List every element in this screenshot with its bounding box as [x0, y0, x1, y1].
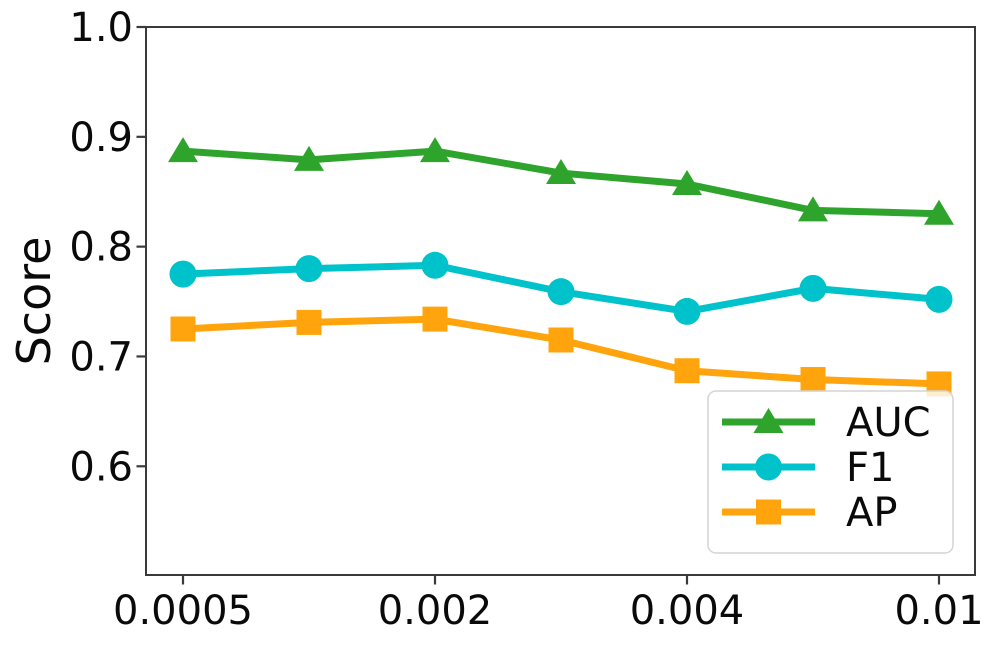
series-f1-circle-marker — [925, 285, 953, 313]
legend-entry-ap: AP — [722, 490, 897, 536]
y-tick-label: 1.0 — [69, 5, 133, 51]
y-tick-label: 0.8 — [69, 225, 133, 271]
series-ap-square-marker — [548, 327, 574, 353]
x-tick-label: 0.0005 — [113, 588, 253, 634]
series-auc-triangle-marker — [672, 170, 702, 196]
series-f1-circle-marker — [799, 274, 827, 302]
series-ap-square-marker — [800, 367, 826, 393]
series-auc — [168, 137, 954, 225]
legend-square-marker — [756, 499, 781, 525]
x-tick-label: 0.002 — [378, 588, 493, 634]
series-auc-triangle-marker — [294, 145, 324, 171]
series-ap — [170, 306, 952, 397]
series-ap-square-marker — [422, 306, 448, 332]
series-f1-circle-marker — [295, 255, 323, 283]
legend-circle-marker — [755, 453, 782, 481]
y-tick-label: 0.7 — [69, 334, 133, 380]
legend-label: F1 — [846, 445, 894, 491]
y-tick-label: 0.9 — [69, 115, 133, 161]
series-auc-triangle-marker — [168, 137, 198, 163]
y-tick-label: 0.6 — [69, 444, 133, 490]
legend-label: AUC — [846, 400, 931, 446]
legend-entry-auc: AUC — [722, 400, 931, 446]
legend-entry-f1: F1 — [722, 445, 894, 491]
series-f1-circle-marker — [547, 278, 575, 306]
series-f1 — [169, 251, 953, 325]
legend-label: AP — [846, 490, 897, 536]
series-auc-triangle-marker — [420, 137, 450, 163]
legend-triangle-marker — [753, 408, 784, 433]
series-group — [168, 137, 954, 397]
plot-area-border — [145, 26, 976, 576]
series-auc-triangle-marker — [798, 196, 828, 222]
series-f1-circle-marker — [421, 251, 449, 279]
series-auc-triangle-marker — [546, 159, 576, 185]
y-axis-ticks: 1.0 0.9 0.8 0.7 0.6 — [69, 5, 146, 490]
x-tick-label: 0.01 — [894, 588, 983, 634]
y-axis-title: Score — [7, 237, 61, 366]
series-ap-square-marker — [296, 309, 322, 335]
x-axis-ticks: 0.0005 0.002 0.004 0.01 — [113, 575, 984, 634]
series-ap-square-marker — [674, 358, 700, 384]
series-f1-circle-marker — [673, 297, 701, 325]
series-f1-circle-marker — [169, 260, 197, 288]
x-tick-label: 0.004 — [630, 588, 745, 634]
series-ap-square-marker — [170, 316, 196, 342]
series-auc-triangle-marker — [924, 199, 954, 225]
